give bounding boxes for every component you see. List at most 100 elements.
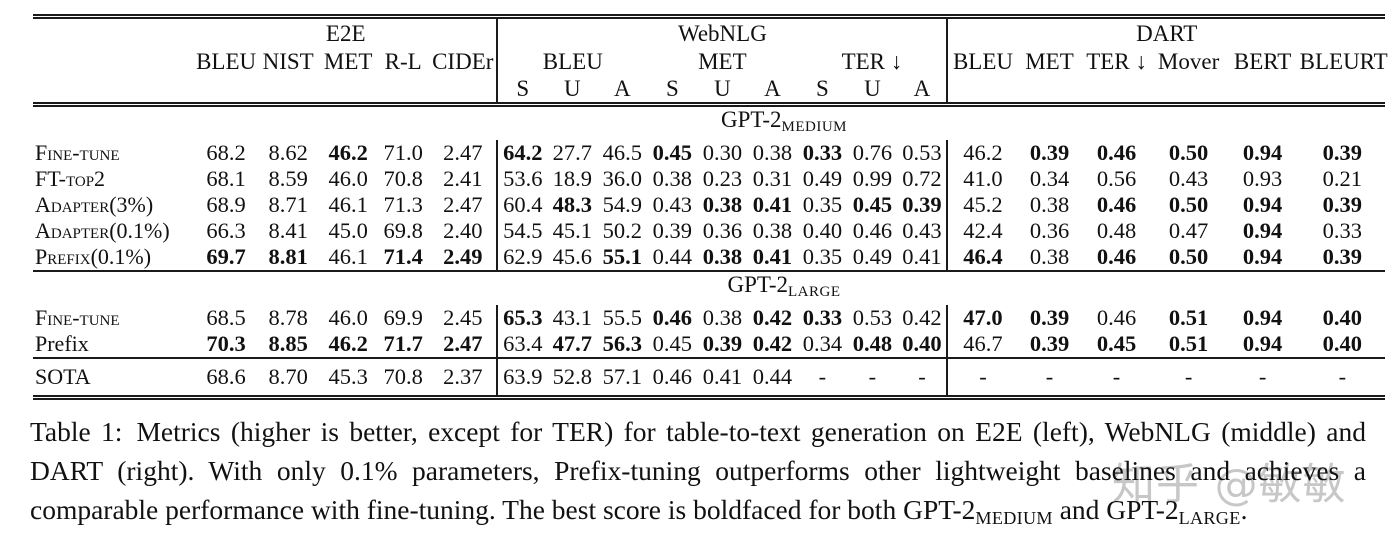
col-header: BERT (1233, 48, 1292, 74)
metric-cell: 0.46 (1096, 192, 1137, 217)
col-header: TER ↓ (1086, 48, 1147, 74)
subcol-header: U (864, 75, 881, 101)
metric-cell: 54.9 (602, 192, 643, 217)
metric-cell: 70.8 (383, 166, 423, 191)
metric-cell: 0.48 (852, 331, 893, 356)
metric-cell: 0.46 (652, 305, 693, 330)
metric-cell: 0.35 (802, 244, 843, 269)
metric-cell: 0.43 (902, 218, 942, 243)
metric-cell: 0.40 (902, 331, 942, 356)
metric-cell: 47.7 (552, 331, 593, 356)
metric-cell: 0.94 (1242, 244, 1283, 269)
metric-cell: 50.2 (602, 218, 643, 243)
subcol-header: A (913, 75, 931, 101)
metric-cell: 0.35 (802, 192, 843, 217)
metric-cell: 0.48 (1096, 218, 1137, 243)
metric-cell: 68.9 (206, 192, 246, 217)
metric-cell: 46.2 (946, 140, 1018, 166)
group-header-webnlg: WebNLG (496, 16, 948, 48)
table-header: E2E WebNLG DART BLEU NIST MET R-L CIDEr … (33, 16, 1388, 105)
metric-cell: 0.41 (752, 244, 793, 269)
metric-cell: 0.42 (752, 305, 793, 330)
metric-cell: 64.2 (496, 140, 548, 166)
metric-cell: 0.42 (902, 305, 942, 330)
empty-header (195, 75, 497, 105)
metric-cell: 0.39 (1029, 140, 1070, 165)
empty-header (946, 75, 1385, 105)
metric-cell: 0.50 (1168, 244, 1209, 269)
metric-cell: 0.34 (1029, 166, 1070, 191)
metric-cell: 71.4 (383, 244, 423, 269)
metric-cell: 0.94 (1242, 331, 1283, 356)
caption-text: Metrics (higher is better, except for TE… (30, 416, 1366, 525)
metric-cell: 0.49 (852, 244, 893, 269)
metric-cell: 2.47 (443, 140, 483, 165)
metric-cell: 0.94 (1242, 305, 1283, 330)
metric-cell: 0.41 (902, 244, 942, 269)
group-header-e2e: E2E (325, 20, 366, 46)
metric-cell: 0.38 (702, 305, 743, 330)
metric-cell: 46.0 (328, 166, 368, 191)
metric-cell: 0.39 (902, 192, 942, 217)
metric-cell: 46.0 (328, 305, 368, 330)
metric-cell: 8.81 (268, 244, 308, 269)
metric-cell: - (1258, 364, 1267, 389)
metric-cell: 54.5 (496, 218, 548, 244)
metric-cell: 68.1 (206, 166, 246, 191)
col-header: Mover (1157, 48, 1220, 74)
metric-cell: 27.7 (552, 140, 593, 165)
metric-cell: 0.40 (802, 218, 843, 243)
metric-cell: 70.8 (383, 364, 423, 389)
section-label: GPT-2LARGE (727, 272, 841, 300)
col-header: MET (1025, 48, 1074, 74)
row-label: SOTA (35, 364, 91, 389)
row-label: Fine-tune (35, 140, 120, 165)
metric-cell: 46.7 (946, 331, 1018, 358)
metric-cell: 0.45 (652, 140, 693, 165)
metric-cell: 60.4 (496, 192, 548, 218)
metric-cell: 2.40 (443, 218, 483, 243)
metric-cell: 0.56 (1096, 166, 1137, 191)
metric-cell: 46.5 (602, 140, 643, 165)
metric-cell: 46.4 (946, 244, 1018, 271)
metric-cell: 0.44 (652, 244, 693, 269)
metric-cell: 0.50 (1168, 140, 1209, 165)
metric-cell: 0.39 (1029, 305, 1070, 330)
metric-cell: 71.3 (383, 192, 423, 217)
metric-cell: 43.1 (552, 305, 593, 330)
metric-cell: 68.2 (206, 140, 246, 165)
metric-cell: 0.39 (1322, 140, 1362, 165)
metric-cell: - (1112, 364, 1121, 389)
metric-cell: 69.8 (383, 218, 423, 243)
metric-cell: 0.36 (702, 218, 743, 243)
metric-cell: 36.0 (602, 166, 643, 191)
metric-cell: 46.2 (328, 140, 368, 165)
metric-cell: 63.9 (496, 358, 548, 398)
col-header: R-L (384, 48, 422, 74)
metric-cell: 69.7 (206, 244, 246, 269)
gpt2-large-label: GPT-2LARGE (1106, 494, 1241, 528)
subcol-header: A (614, 75, 631, 101)
metric-cell: 0.40 (1322, 331, 1362, 356)
metric-cell: 0.38 (702, 244, 743, 269)
section-label: GPT-2MEDIUM (721, 107, 847, 135)
metric-cell: 0.45 (1096, 331, 1137, 356)
metric-cell: 2.45 (443, 305, 483, 330)
metric-cell: - (1045, 364, 1054, 389)
metric-cell: 45.3 (328, 364, 368, 389)
metric-cell: 0.38 (1029, 192, 1070, 217)
metric-cell: 0.51 (1168, 305, 1209, 330)
metric-cell: 0.39 (1322, 192, 1362, 217)
metric-cell: 0.46 (652, 364, 693, 389)
results-table: E2E WebNLG DART BLEU NIST MET R-L CIDEr … (33, 14, 1388, 400)
gpt2-medium-label: GPT-2MEDIUM (903, 494, 1053, 528)
metric-cell: 0.39 (1029, 331, 1070, 356)
col-header: MET (323, 48, 373, 74)
subcol-header: U (714, 75, 731, 101)
metric-cell: 0.30 (702, 140, 743, 165)
metric-cell: 0.43 (652, 192, 693, 217)
metric-cell: 0.21 (1322, 166, 1362, 191)
metric-cell: 0.38 (652, 166, 693, 191)
site-watermark: 知乎 @敏敏 (1112, 460, 1347, 510)
subcol-header: A (764, 75, 781, 101)
